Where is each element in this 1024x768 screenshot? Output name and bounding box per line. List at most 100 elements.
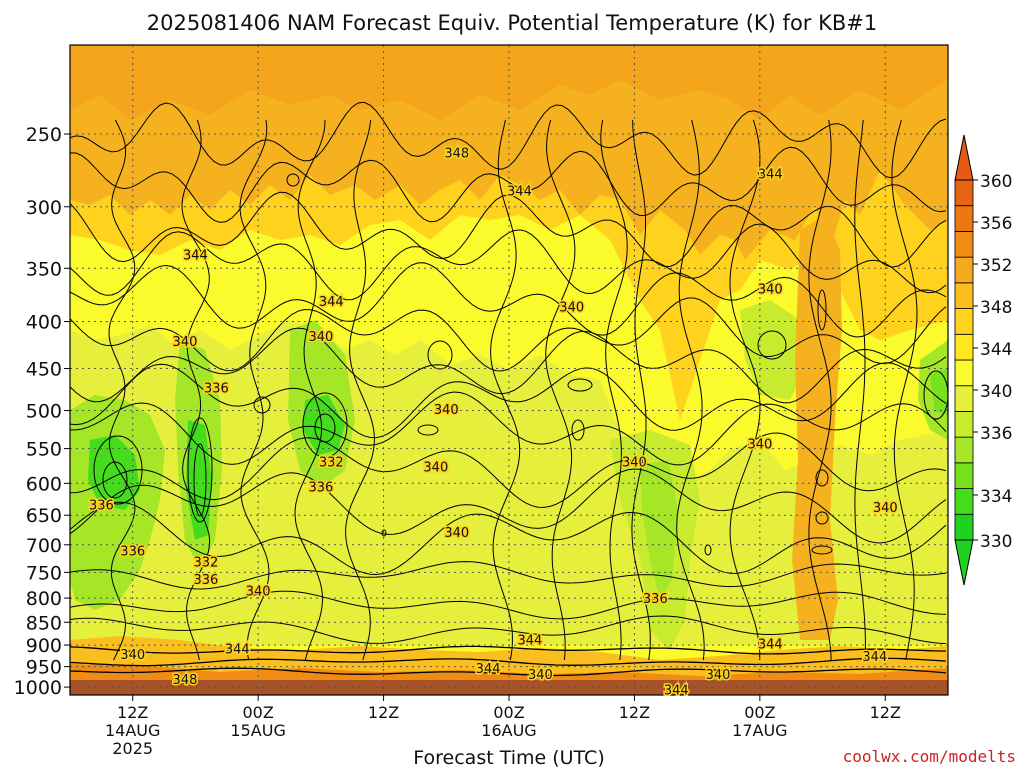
contour-line — [70, 101, 947, 179]
contour-label: 340 — [246, 585, 271, 600]
y-tick-label: 650 — [26, 505, 62, 527]
x-tick-label: 12Z — [619, 703, 650, 722]
contour-line — [93, 435, 143, 505]
contour-line — [70, 657, 947, 667]
colorbar-swatch — [954, 282, 974, 309]
y-axis: 2503003504004505005506006507007508008509… — [14, 124, 70, 699]
contour-label: 340 — [120, 648, 145, 663]
colorbar-swatch — [954, 513, 974, 541]
contour-label: 344 — [476, 662, 501, 677]
contour-label: 348 — [444, 147, 469, 162]
contour-line — [108, 119, 136, 661]
colorbar-swatch — [954, 205, 974, 232]
contour-line — [181, 119, 211, 661]
colorbar-swatch — [954, 436, 974, 464]
contour-line — [70, 297, 947, 372]
colorbar-swatch — [954, 411, 974, 438]
contour-line — [70, 561, 947, 590]
contour-line — [817, 289, 827, 331]
colorbar-label: 344 — [980, 340, 1012, 360]
colorbar-label: 356 — [980, 214, 1012, 234]
y-tick-label: 600 — [26, 473, 62, 495]
contour-label: 336 — [120, 544, 145, 559]
colorbar-label: 340 — [980, 382, 1012, 402]
x-tick-label: 12Z — [117, 703, 148, 722]
contour-label: 336 — [193, 573, 218, 588]
field-region-warm-column — [792, 215, 842, 640]
x-tick-label: 17AUG — [732, 721, 787, 740]
contour-line — [70, 262, 947, 338]
contour-line — [70, 432, 947, 508]
contour-line — [70, 191, 947, 268]
contour-label: 336 — [643, 592, 668, 607]
contour-label: 340 — [173, 335, 198, 350]
y-tick-label: 500 — [26, 401, 62, 423]
grid-lines — [70, 45, 948, 695]
x-tick-label: 2025 — [112, 739, 153, 758]
contour-line — [239, 119, 270, 661]
contour-line — [811, 545, 833, 555]
contour-label: 344 — [758, 637, 783, 652]
field-region-green-col3-core — [640, 460, 678, 600]
y-tick-label: 300 — [26, 197, 62, 219]
contour-label: 332 — [319, 455, 344, 470]
contour-line — [729, 119, 761, 660]
contour-line — [294, 119, 326, 661]
contour-label: 340 — [528, 668, 553, 683]
contour-line — [193, 443, 207, 517]
contour-label: 344 — [664, 683, 689, 698]
contour-label: 340 — [559, 300, 584, 315]
contour-line — [70, 645, 947, 655]
contour-labels: 348 344 344 344 344 340 340 340 340 336 340 340 332 3… — [87, 145, 899, 700]
colorbar-label: 330 — [980, 532, 1012, 552]
contour-line — [70, 667, 947, 677]
contour-label: 336 — [204, 382, 229, 397]
contour-label: 340 — [423, 460, 448, 475]
contour-line — [70, 223, 947, 301]
contour-line — [757, 330, 787, 360]
contour-line — [808, 119, 832, 661]
contour-label: 340 — [706, 668, 731, 683]
contour-label: 340 — [873, 501, 898, 516]
contour-line — [70, 391, 947, 466]
colorbar-swatch — [954, 308, 974, 335]
contour-line — [286, 173, 300, 187]
contour-label: 340 — [308, 330, 333, 345]
colorbar-label: 336 — [980, 424, 1012, 444]
colorbar-swatch — [954, 256, 974, 284]
y-tick-label: 250 — [26, 124, 62, 146]
contour-line — [187, 417, 213, 523]
contour-line — [70, 468, 947, 544]
contour-label: 344 — [507, 184, 532, 199]
contour-line — [854, 119, 866, 661]
contour-line — [417, 424, 439, 436]
contour-label: 340 — [758, 282, 783, 297]
contour-line — [490, 119, 521, 661]
contour-label: 344 — [225, 643, 250, 658]
contour-label: 348 — [173, 673, 198, 688]
y-tick-label: 900 — [26, 635, 62, 657]
contour-lines — [70, 101, 948, 677]
x-tick-label: 12Z — [870, 703, 901, 722]
contour-label: 336 — [89, 499, 114, 514]
colorbar-swatch — [954, 359, 974, 387]
contour-label: 336 — [308, 481, 333, 496]
contour-line — [567, 378, 593, 392]
y-tick-label: 950 — [26, 657, 62, 679]
x-tick-label: 12Z — [368, 703, 399, 722]
contour-label: 332 — [193, 556, 218, 571]
contour-label: 344 — [319, 295, 344, 310]
colorbar-label: 352 — [980, 256, 1012, 276]
field-region-green-col2-core — [303, 395, 345, 455]
y-tick-label: 1000 — [14, 677, 62, 699]
y-tick-label: 800 — [26, 588, 62, 610]
contour-line — [70, 501, 947, 576]
contour-line — [70, 362, 947, 439]
contour-line — [923, 370, 948, 420]
field-region-green-west-core — [88, 435, 140, 510]
contour-line — [381, 529, 387, 537]
contour-line — [70, 615, 947, 645]
colorbar-label: 334 — [980, 487, 1012, 507]
